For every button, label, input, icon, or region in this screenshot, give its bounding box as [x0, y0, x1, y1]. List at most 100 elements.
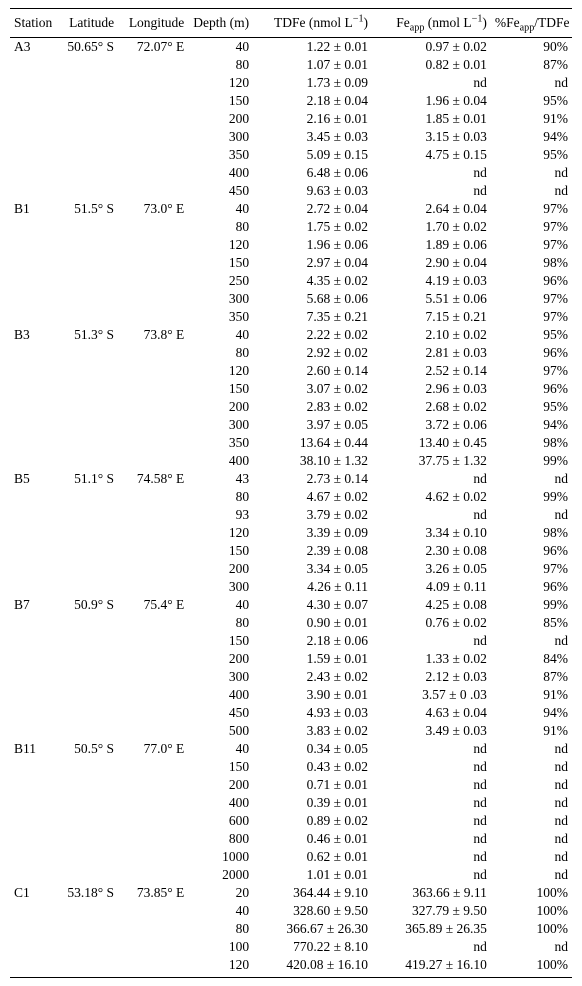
- cell-longitude: [118, 236, 188, 254]
- cell-depth: 20: [188, 884, 253, 902]
- cell-station: [10, 758, 53, 776]
- cell-feapp: 2.68 ± 0.02: [372, 398, 491, 416]
- cell-longitude: [118, 128, 188, 146]
- cell-latitude: [53, 902, 118, 920]
- table-row: 4006.48 ± 0.06ndnd: [10, 164, 572, 182]
- table-row: B351.3° S73.8° E402.22 ± 0.022.10 ± 0.02…: [10, 326, 572, 344]
- cell-station: [10, 128, 53, 146]
- table-row: 1201.73 ± 0.09ndnd: [10, 74, 572, 92]
- cell-latitude: [53, 848, 118, 866]
- table-row: 800.90 ± 0.010.76 ± 0.0285%: [10, 614, 572, 632]
- table-body: A350.65° S72.07° E401.22 ± 0.010.97 ± 0.…: [10, 38, 572, 978]
- cell-latitude: [53, 506, 118, 524]
- cell-longitude: [118, 308, 188, 326]
- cell-depth: 200: [188, 110, 253, 128]
- cell-station: [10, 866, 53, 884]
- table-row: 120420.08 ± 16.10419.27 ± 16.10100%: [10, 956, 572, 978]
- cell-depth: 80: [188, 56, 253, 74]
- cell-depth: 300: [188, 416, 253, 434]
- cell-latitude: [53, 866, 118, 884]
- cell-longitude: [118, 218, 188, 236]
- cell-station: [10, 578, 53, 596]
- cell-feapp: 2.64 ± 0.04: [372, 200, 491, 218]
- col-header-latitude: Latitude: [53, 9, 118, 38]
- cell-depth: 400: [188, 452, 253, 470]
- cell-pct: 100%: [491, 902, 572, 920]
- cell-station: [10, 488, 53, 506]
- cell-feapp: nd: [372, 164, 491, 182]
- cell-latitude: [53, 434, 118, 452]
- table-row: B1150.5° S77.0° E400.34 ± 0.05ndnd: [10, 740, 572, 758]
- cell-feapp: 13.40 ± 0.45: [372, 434, 491, 452]
- table-row: 35013.64 ± 0.4413.40 ± 0.4598%: [10, 434, 572, 452]
- table-row: 20001.01 ± 0.01ndnd: [10, 866, 572, 884]
- cell-latitude: [53, 794, 118, 812]
- cell-depth: 150: [188, 758, 253, 776]
- table-row: 1502.39 ± 0.082.30 ± 0.0896%: [10, 542, 572, 560]
- cell-latitude: [53, 380, 118, 398]
- cell-latitude: [53, 74, 118, 92]
- cell-pct: 96%: [491, 344, 572, 362]
- table-row: B750.9° S75.4° E404.30 ± 0.074.25 ± 0.08…: [10, 596, 572, 614]
- cell-pct: 97%: [491, 308, 572, 326]
- cell-depth: 200: [188, 650, 253, 668]
- cell-pct: 99%: [491, 452, 572, 470]
- cell-pct: 98%: [491, 434, 572, 452]
- cell-station: [10, 218, 53, 236]
- cell-longitude: [118, 92, 188, 110]
- table-row: 2002.83 ± 0.022.68 ± 0.0295%: [10, 398, 572, 416]
- cell-tdfe: 1.75 ± 0.02: [253, 218, 372, 236]
- cell-tdfe: 3.97 ± 0.05: [253, 416, 372, 434]
- cell-longitude: [118, 290, 188, 308]
- table-row: 1203.39 ± 0.093.34 ± 0.1098%: [10, 524, 572, 542]
- table-row: 1502.18 ± 0.041.96 ± 0.0495%: [10, 92, 572, 110]
- table-row: A350.65° S72.07° E401.22 ± 0.010.97 ± 0.…: [10, 38, 572, 57]
- cell-pct: 85%: [491, 614, 572, 632]
- cell-feapp: 2.52 ± 0.14: [372, 362, 491, 380]
- cell-depth: 43: [188, 470, 253, 488]
- cell-tdfe: 5.09 ± 0.15: [253, 146, 372, 164]
- cell-feapp: 5.51 ± 0.06: [372, 290, 491, 308]
- cell-depth: 80: [188, 920, 253, 938]
- cell-depth: 80: [188, 614, 253, 632]
- cell-tdfe: 2.60 ± 0.14: [253, 362, 372, 380]
- cell-feapp: 4.25 ± 0.08: [372, 596, 491, 614]
- cell-latitude: [53, 254, 118, 272]
- cell-depth: 40: [188, 200, 253, 218]
- cell-tdfe: 2.97 ± 0.04: [253, 254, 372, 272]
- cell-tdfe: 0.89 ± 0.02: [253, 812, 372, 830]
- cell-tdfe: 4.67 ± 0.02: [253, 488, 372, 506]
- cell-longitude: [118, 704, 188, 722]
- table-row: 3004.26 ± 0.114.09 ± 0.1196%: [10, 578, 572, 596]
- cell-longitude: [118, 272, 188, 290]
- cell-depth: 350: [188, 434, 253, 452]
- cell-station: [10, 542, 53, 560]
- cell-latitude: [53, 956, 118, 978]
- cell-tdfe: 2.92 ± 0.02: [253, 344, 372, 362]
- cell-longitude: [118, 668, 188, 686]
- cell-tdfe: 1.22 ± 0.01: [253, 38, 372, 57]
- cell-station: [10, 290, 53, 308]
- cell-tdfe: 3.45 ± 0.03: [253, 128, 372, 146]
- cell-latitude: [53, 758, 118, 776]
- cell-longitude: [118, 344, 188, 362]
- cell-tdfe: 4.93 ± 0.03: [253, 704, 372, 722]
- cell-pct: 95%: [491, 92, 572, 110]
- table-row: 4000.39 ± 0.01ndnd: [10, 794, 572, 812]
- cell-station: [10, 830, 53, 848]
- col-header-depth: Depth (m): [188, 9, 253, 38]
- cell-depth: 1000: [188, 848, 253, 866]
- cell-station: B7: [10, 596, 53, 614]
- cell-station: [10, 650, 53, 668]
- cell-depth: 40: [188, 902, 253, 920]
- cell-feapp: nd: [372, 506, 491, 524]
- cell-feapp: 4.75 ± 0.15: [372, 146, 491, 164]
- cell-pct: nd: [491, 794, 572, 812]
- cell-latitude: [53, 650, 118, 668]
- cell-station: [10, 902, 53, 920]
- cell-pct: 91%: [491, 722, 572, 740]
- cell-pct: 96%: [491, 380, 572, 398]
- cell-tdfe: 420.08 ± 16.10: [253, 956, 372, 978]
- cell-depth: 350: [188, 308, 253, 326]
- cell-longitude: [118, 686, 188, 704]
